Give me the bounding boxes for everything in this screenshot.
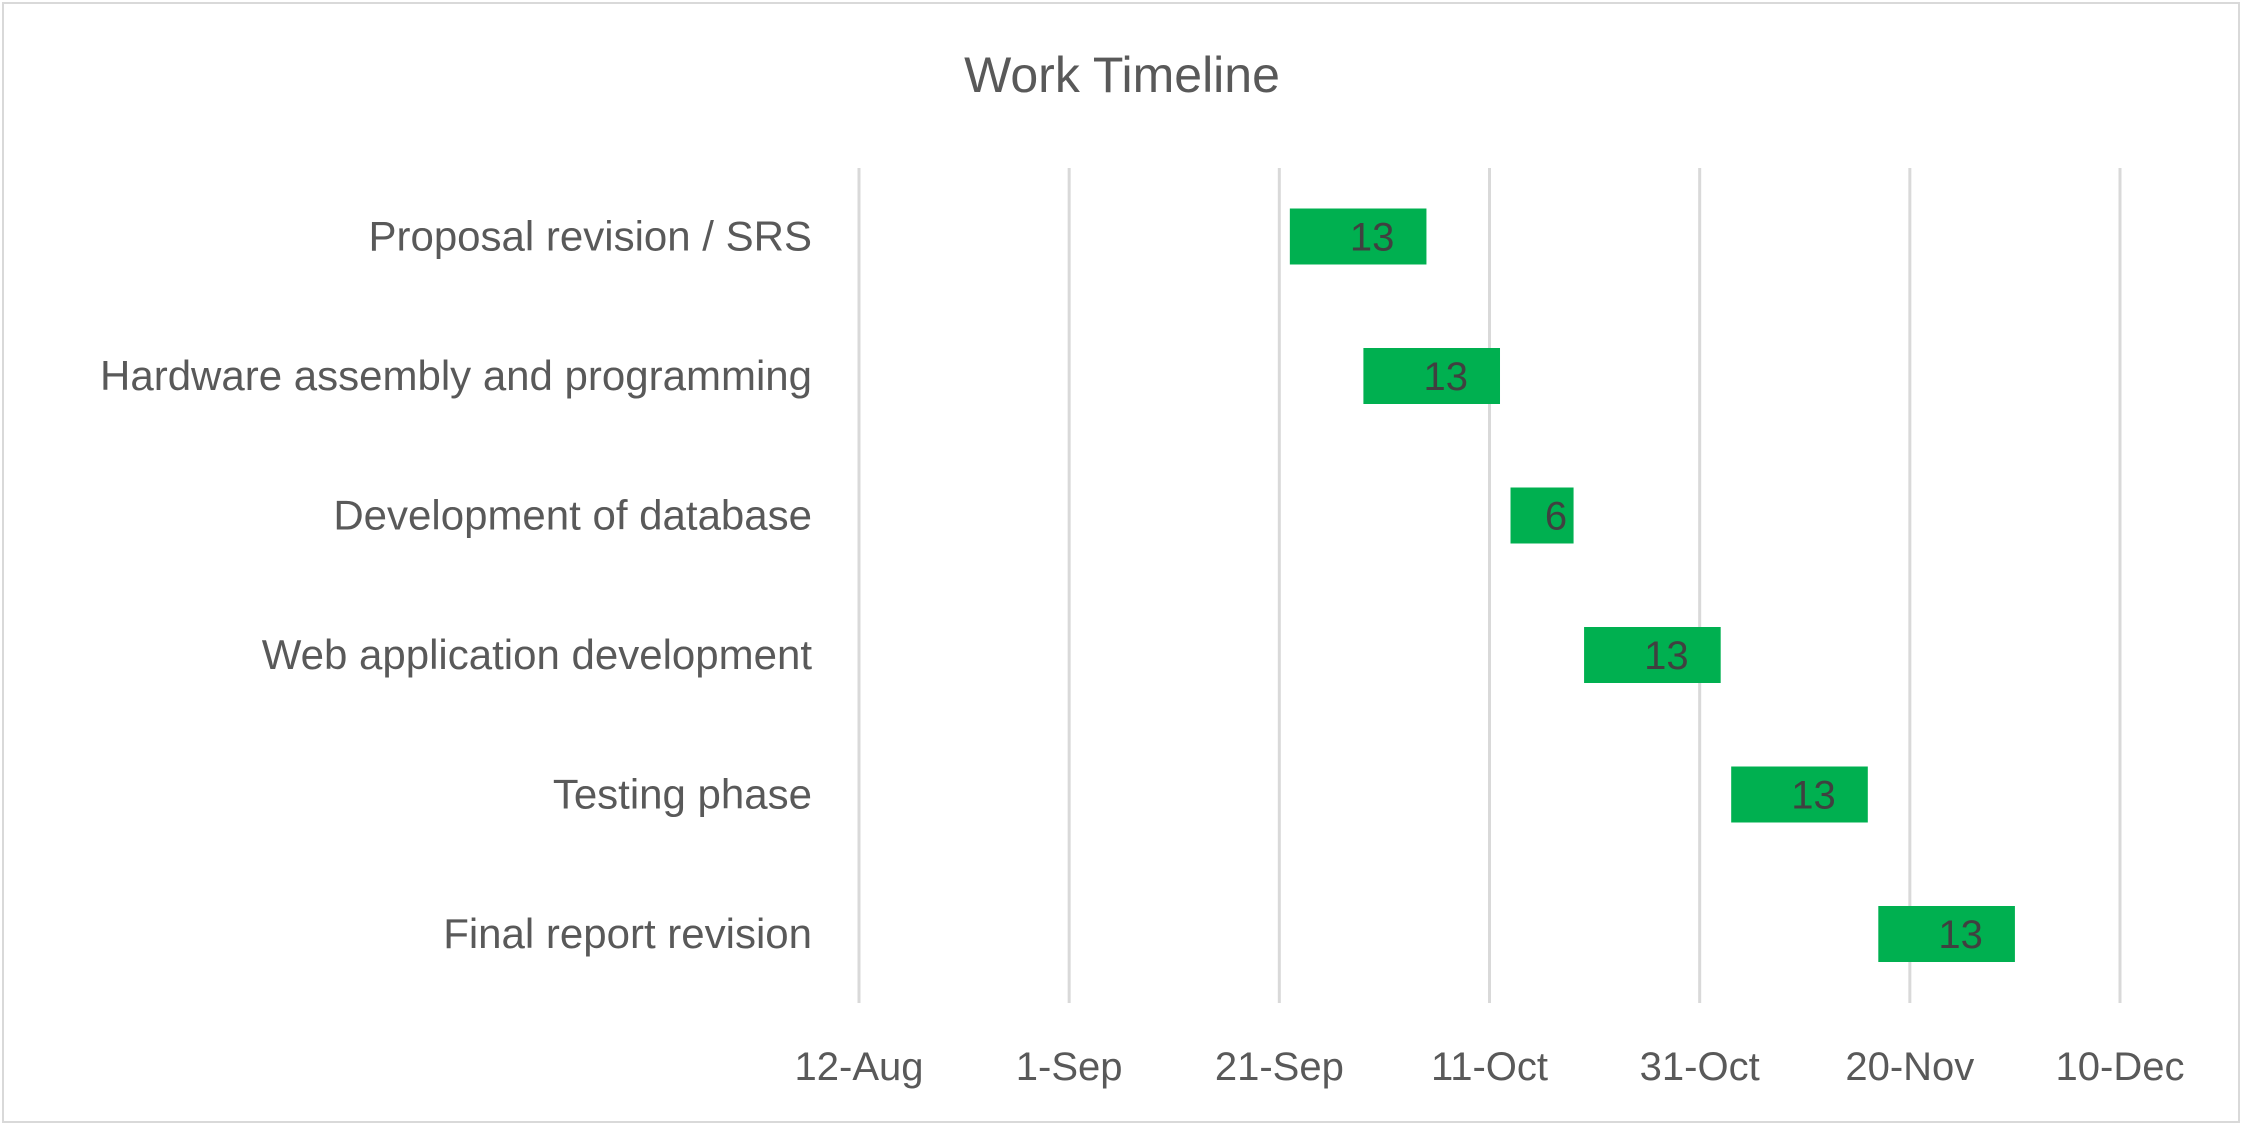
task-label: Testing phase <box>553 771 812 818</box>
bar-data-label: 13 <box>1791 774 1836 818</box>
x-tick-label: 1-Sep <box>1016 1045 1123 1089</box>
x-tick-label: 12-Aug <box>795 1045 924 1089</box>
x-tick-label: 10-Dec <box>2056 1045 2185 1089</box>
task-label: Web application development <box>262 631 813 678</box>
task-label: Proposal revision / SRS <box>368 213 812 260</box>
bar-data-label: 13 <box>1423 355 1468 399</box>
bar-data-label: 6 <box>1545 495 1567 539</box>
task-label: Final report revision <box>443 910 812 957</box>
x-tick-label: 11-Oct <box>1431 1045 1548 1089</box>
bar-data-label: 13 <box>1938 913 1983 957</box>
task-bar <box>1584 627 1721 683</box>
bars: 13 13 6 13 13 13 <box>1289 208 2015 962</box>
task-labels: Proposal revision / SRS Hardware assembly… <box>100 213 812 958</box>
task-bar <box>1731 766 1868 823</box>
task-bar <box>1510 487 1574 544</box>
chart-title: Work Timeline <box>964 47 1280 103</box>
x-tick-label: 21-Sep <box>1215 1045 1344 1089</box>
bar-data-label: 13 <box>1350 216 1395 260</box>
task-bar <box>1878 906 2015 962</box>
task-label: Hardware assembly and programming <box>100 352 812 399</box>
x-tick-label: 20-Nov <box>1845 1045 1974 1089</box>
task-label: Development of database <box>333 492 812 539</box>
task-bar <box>1289 208 1427 265</box>
bar-data-label: 13 <box>1644 634 1689 678</box>
x-tick-label: 31-Oct <box>1640 1045 1760 1089</box>
x-axis-ticks: 12-Aug 1-Sep 21-Sep 11-Oct 31-Oct 20-Nov 10-De… <box>795 1045 2185 1089</box>
grid-lines <box>857 168 2122 1003</box>
task-bar <box>1363 348 1501 404</box>
